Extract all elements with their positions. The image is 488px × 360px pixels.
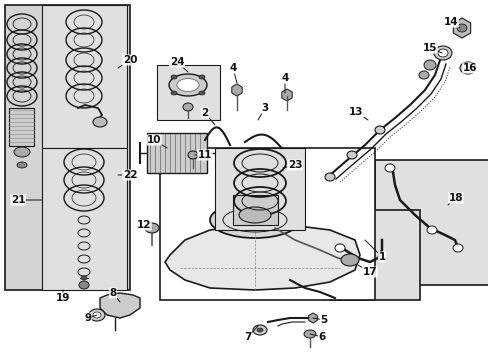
Text: 22: 22 (118, 170, 137, 180)
Bar (215, 148, 305, 230)
Text: 7: 7 (244, 326, 258, 342)
Text: 10: 10 (146, 135, 167, 148)
Polygon shape (100, 293, 140, 318)
Text: 9: 9 (84, 313, 97, 323)
Bar (157, 65, 220, 120)
Ellipse shape (464, 66, 470, 70)
Ellipse shape (199, 75, 204, 79)
Text: 11: 11 (195, 150, 212, 160)
Ellipse shape (14, 147, 30, 157)
Ellipse shape (209, 202, 299, 238)
Ellipse shape (452, 244, 462, 252)
Ellipse shape (456, 24, 466, 32)
Ellipse shape (252, 325, 266, 335)
Bar (9, 108, 34, 146)
Text: 3: 3 (258, 103, 268, 120)
Ellipse shape (17, 162, 27, 168)
Ellipse shape (177, 78, 199, 91)
Text: 12: 12 (137, 220, 152, 230)
Bar (42, 5, 127, 148)
Ellipse shape (187, 151, 198, 159)
Text: 23: 23 (283, 160, 302, 170)
Ellipse shape (459, 62, 475, 74)
Text: 8: 8 (109, 288, 120, 302)
Text: 18: 18 (447, 193, 462, 205)
Ellipse shape (325, 173, 334, 181)
Text: 4: 4 (281, 73, 288, 93)
Ellipse shape (81, 276, 87, 280)
Bar (329, 210, 419, 300)
Ellipse shape (346, 151, 356, 159)
Bar (374, 160, 488, 285)
Text: 21: 21 (11, 195, 42, 205)
Ellipse shape (384, 164, 394, 172)
Ellipse shape (340, 254, 358, 266)
Ellipse shape (304, 330, 315, 338)
Ellipse shape (257, 328, 263, 332)
Text: 5: 5 (312, 315, 327, 325)
Text: 4: 4 (229, 63, 237, 83)
Text: 16: 16 (462, 63, 476, 73)
Ellipse shape (171, 75, 177, 79)
Bar (160, 148, 374, 300)
Ellipse shape (437, 49, 447, 57)
Polygon shape (164, 225, 359, 290)
Text: 13: 13 (348, 107, 367, 120)
Text: 6: 6 (309, 332, 325, 342)
Ellipse shape (199, 91, 204, 95)
Text: 2: 2 (201, 108, 215, 125)
Text: 20: 20 (118, 55, 137, 68)
Text: 1: 1 (364, 240, 385, 262)
Ellipse shape (334, 244, 345, 252)
Text: 24: 24 (169, 57, 187, 72)
Ellipse shape (79, 281, 89, 289)
Ellipse shape (418, 71, 428, 79)
Bar (42, 148, 127, 290)
Text: 15: 15 (422, 43, 441, 53)
Ellipse shape (93, 312, 101, 318)
Ellipse shape (433, 46, 451, 60)
Ellipse shape (93, 117, 107, 127)
Bar (147, 133, 206, 173)
Ellipse shape (423, 60, 435, 70)
Ellipse shape (169, 74, 206, 96)
Ellipse shape (171, 91, 177, 95)
Ellipse shape (89, 309, 105, 321)
Bar (232, 195, 278, 225)
Text: 19: 19 (56, 290, 70, 303)
Text: 14: 14 (443, 17, 459, 28)
Ellipse shape (145, 223, 159, 233)
Ellipse shape (374, 126, 384, 134)
Ellipse shape (426, 226, 436, 234)
Ellipse shape (183, 103, 193, 111)
Text: 17: 17 (357, 265, 377, 277)
Ellipse shape (239, 207, 270, 223)
Bar (5, 5, 130, 290)
